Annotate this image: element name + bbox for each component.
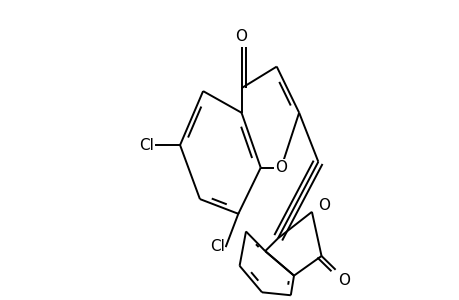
Text: O: O (235, 29, 247, 44)
Text: Cl: Cl (139, 138, 154, 153)
Text: O: O (274, 160, 286, 175)
Text: O: O (338, 273, 350, 288)
Text: Cl: Cl (209, 239, 224, 254)
Text: O: O (318, 198, 330, 213)
